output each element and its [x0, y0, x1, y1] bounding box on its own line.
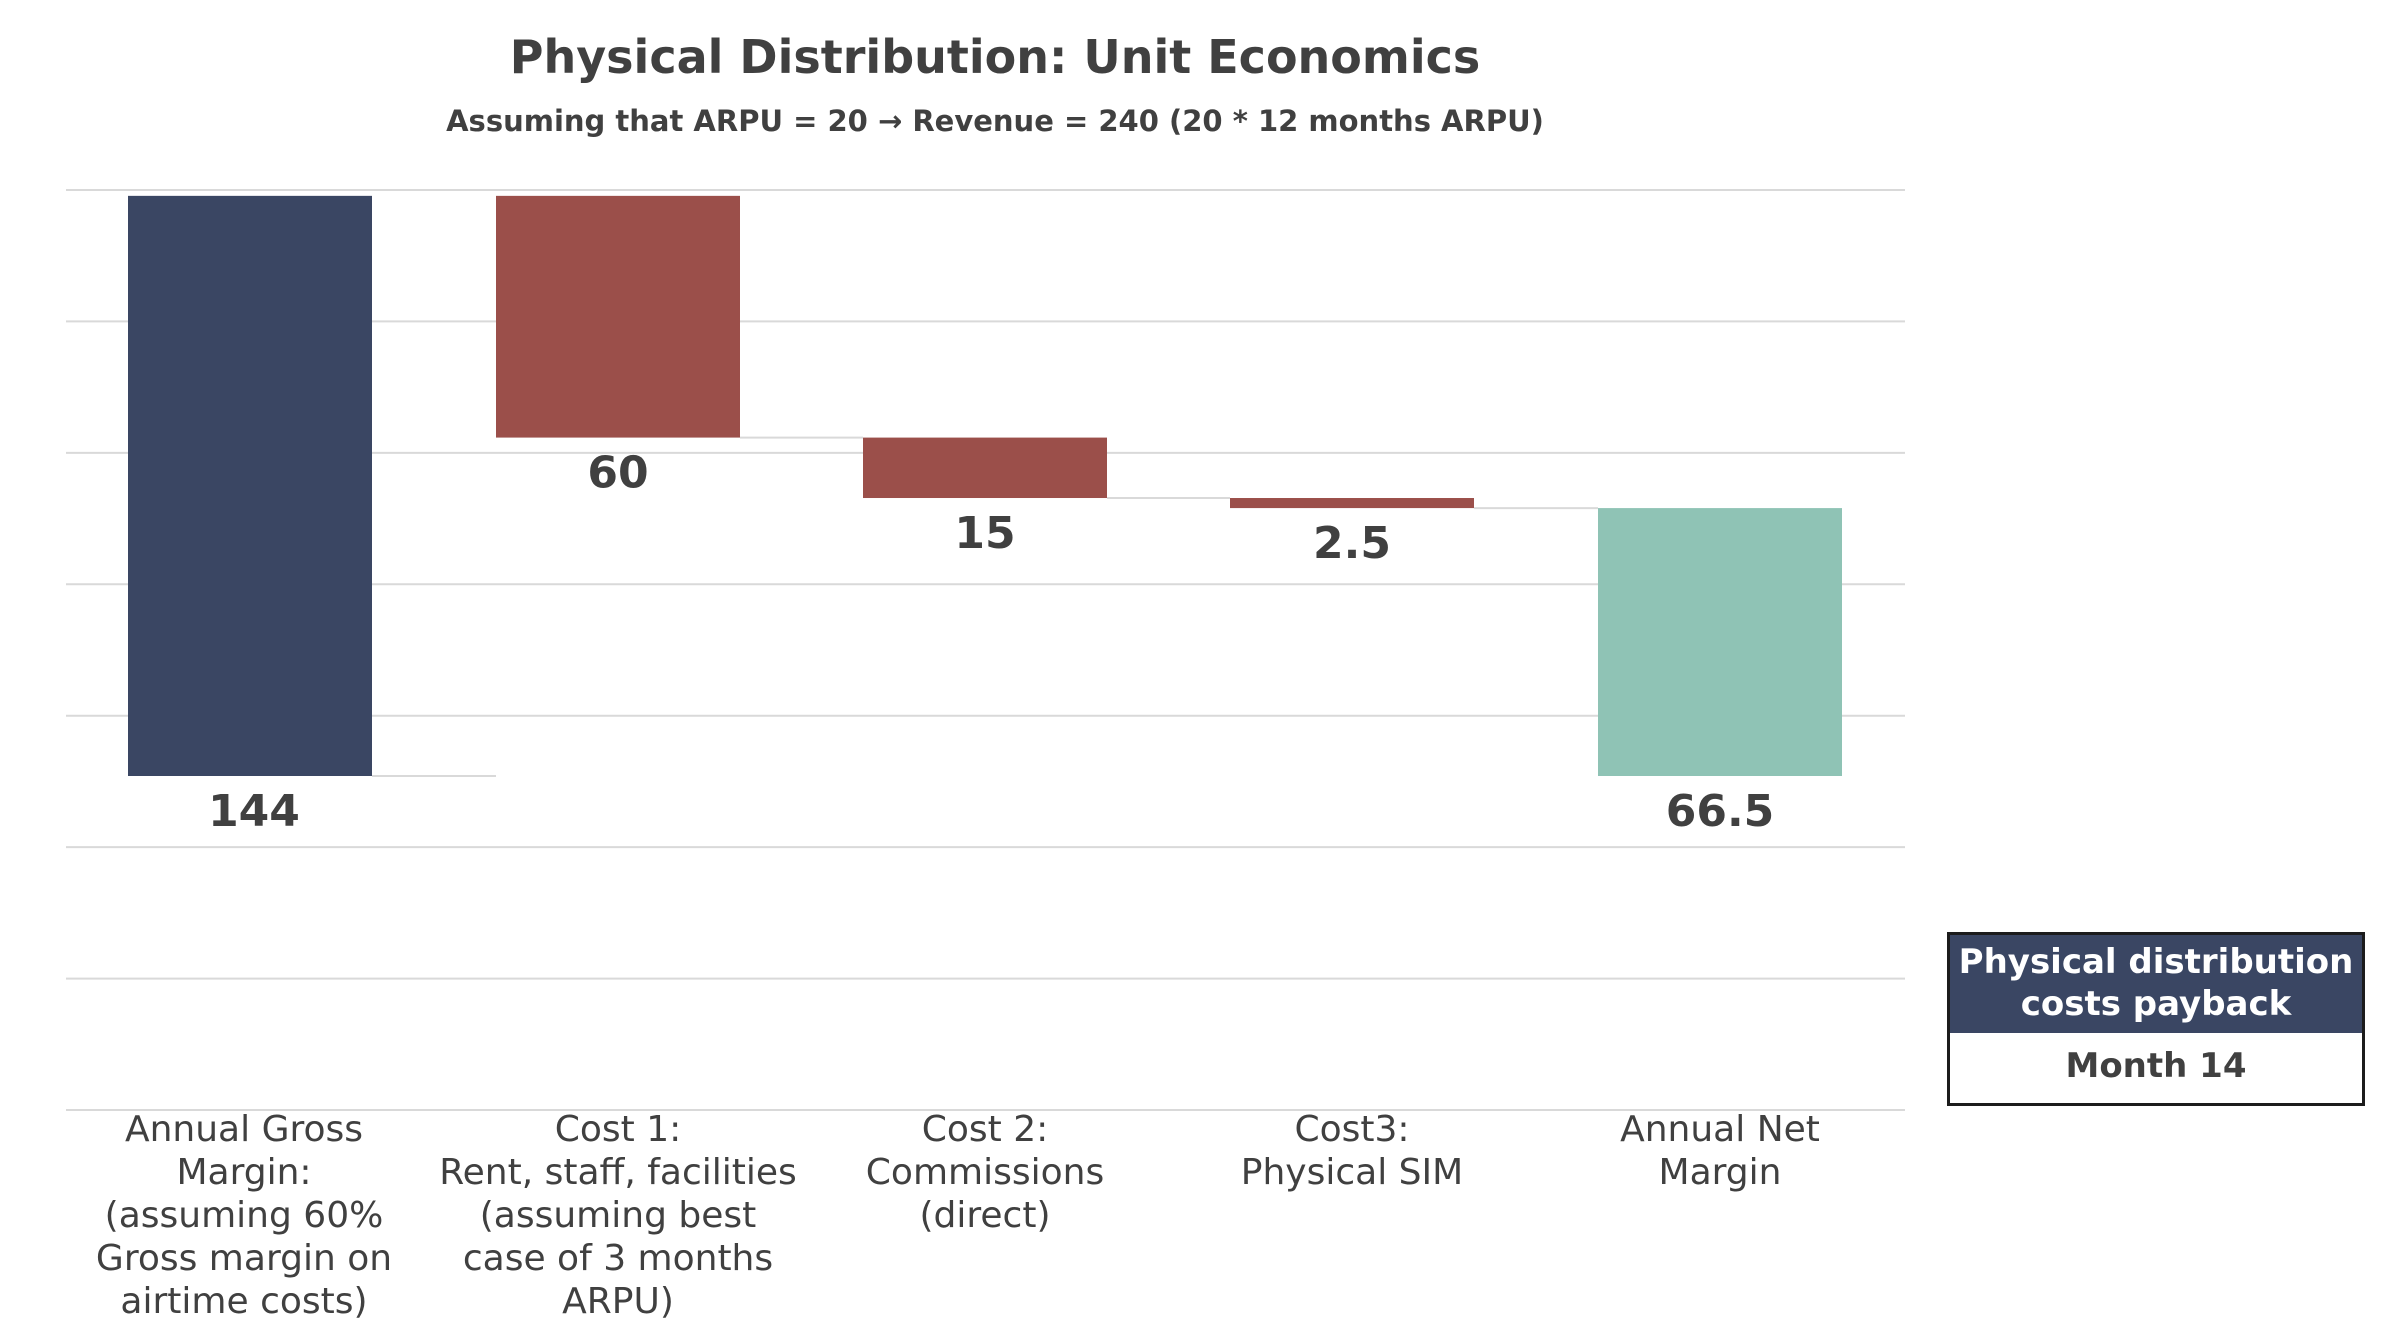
value-label: 15 [954, 508, 1015, 559]
payback-header: Physical distribution costs payback [1950, 935, 2362, 1033]
value-labels: 144 60 15 2.5 66.5 [208, 448, 1774, 837]
bar-4 [1230, 498, 1474, 509]
chart-title: Physical Distribution: Unit Economics [509, 30, 1481, 84]
payback-callout: Physical distribution costs payback Mont… [1947, 932, 2365, 1106]
value-label: 2.5 [1313, 518, 1391, 569]
value-label: 144 [208, 786, 300, 837]
bar-2 [496, 195, 740, 438]
bar-5 [1598, 508, 1842, 776]
category-label: Annual Net Margin [1620, 1109, 1820, 1193]
bars [128, 195, 1842, 777]
bar-1 [128, 195, 372, 777]
value-label: 60 [587, 448, 648, 499]
connectors [372, 436, 1598, 777]
category-label: Cost 2: Commissions (direct) [865, 1109, 1105, 1236]
category-label: Annual Gross Margin: (assuming 60% Gross… [95, 1109, 393, 1322]
payback-value: Month 14 [2065, 1046, 2247, 1086]
category-label: Cost 1: Rent, staff, facilities (assumin… [439, 1109, 797, 1322]
category-label: Cost3: Physical SIM [1240, 1109, 1464, 1193]
chart-subtitle: Assuming that ARPU = 20 → Revenue = 240 … [446, 104, 1544, 138]
value-label: 66.5 [1666, 786, 1775, 837]
bar-3 [863, 437, 1107, 499]
